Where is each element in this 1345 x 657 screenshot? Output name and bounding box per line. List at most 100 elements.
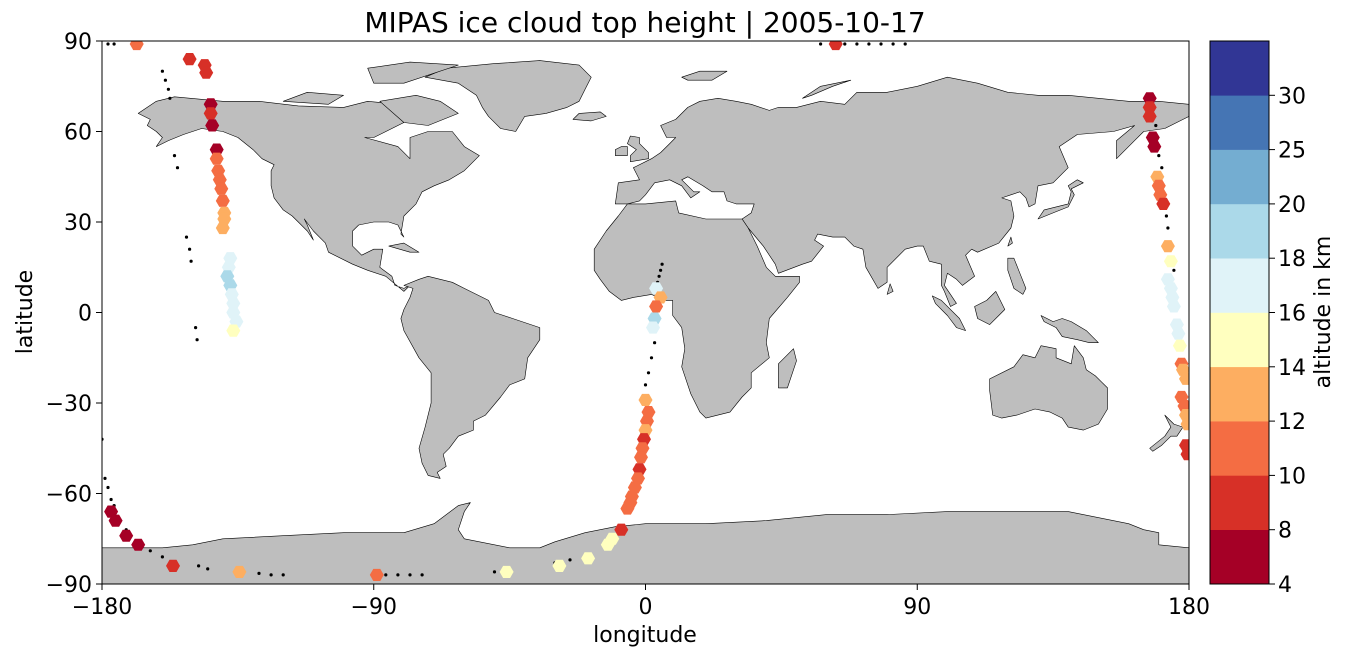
track-dot: [160, 555, 164, 559]
cloud-top-point: [1180, 448, 1189, 461]
cloud-top-point: [226, 324, 241, 337]
cloud-top-point: [182, 53, 197, 66]
track-dot: [843, 42, 847, 46]
track-dot: [166, 87, 170, 91]
x-tick-label: −180: [72, 595, 132, 620]
cloud-top-point: [581, 552, 596, 565]
cloud-top-point: [634, 451, 648, 464]
colorbar-tick-label: 16: [1278, 302, 1306, 327]
cloud-top-point: [203, 107, 218, 120]
y-tick-label: 30: [64, 211, 92, 236]
colorbar-tick-label: 12: [1278, 410, 1306, 435]
cloud-top-point: [1166, 300, 1181, 313]
colorbar-title: altitude in km: [1311, 236, 1336, 389]
track-dot: [1172, 268, 1176, 272]
colorbar: 4 8 10 12 14 16 18 20 25 30: [1209, 40, 1306, 598]
cloud-top-point: [828, 41, 843, 51]
land-taiwan: [1007, 236, 1013, 247]
map-plot-area: [101, 40, 1190, 585]
cloud-top-point: [199, 66, 214, 79]
track-dot: [195, 338, 199, 342]
cloud-top-point: [638, 393, 653, 406]
colorbar-band: [1210, 149, 1269, 205]
colorbar-tick-label: 8: [1278, 519, 1292, 544]
x-tick-label: 90: [903, 595, 931, 620]
colorbar-band: [1210, 421, 1269, 476]
land-greenland: [424, 60, 592, 132]
cloud-top-point: [129, 41, 144, 51]
cloud-top-point: [119, 529, 134, 542]
cloud-top-point: [646, 321, 660, 334]
track-dot: [163, 78, 167, 82]
cloud-top-point: [1163, 255, 1178, 268]
track-dot: [420, 573, 424, 577]
track-dot: [646, 371, 651, 375]
land-cuba: [388, 242, 420, 253]
chart-title: MIPAS ice cloud top height | 2005-10-17: [364, 6, 925, 39]
cloud-top-point: [627, 481, 642, 494]
y-tick-label: 60: [64, 121, 92, 146]
colorbar-tick-label: 30: [1278, 84, 1306, 109]
y-tick-label: −30: [46, 392, 92, 417]
colorbar-tick-label: 18: [1278, 247, 1306, 272]
cloud-top-point: [499, 565, 514, 578]
y-axis-title: latitude: [13, 270, 38, 354]
cloud-top-point: [1160, 240, 1175, 253]
track-dot: [103, 476, 107, 480]
track-dot: [1154, 123, 1158, 128]
cloud-top-point: [1180, 418, 1189, 431]
track-dot: [1157, 154, 1161, 158]
land-masses: [102, 60, 1189, 584]
cloud-top-point: [232, 565, 247, 578]
x-tick-label: 0: [639, 595, 653, 620]
land-svalbard: [681, 70, 728, 81]
track-dot: [281, 573, 285, 577]
y-tick-label: 0: [78, 302, 92, 327]
land-eurasia: [614, 76, 1189, 307]
cloud-top-point: [166, 559, 180, 572]
track-dot: [819, 42, 823, 46]
x-tick-label: 180: [1168, 595, 1210, 620]
colorbar-band: [1210, 366, 1269, 422]
y-tick-label: 90: [64, 30, 92, 55]
land-sumatra: [931, 295, 966, 331]
land-borneo: [974, 291, 1006, 325]
track-dot: [903, 42, 907, 46]
cloud-top-point: [212, 173, 227, 186]
land-baffin-island: [379, 95, 459, 126]
colorbar-tick-label: 25: [1278, 139, 1306, 164]
cloud-top-point: [215, 194, 230, 207]
colorbar-tick-label: 14: [1278, 356, 1306, 381]
colorbar-band: [1210, 258, 1269, 313]
track-dot: [1164, 214, 1168, 218]
land-madagascar: [778, 348, 797, 389]
land-australia: [989, 345, 1108, 431]
track-dot: [269, 573, 273, 577]
track-dot: [168, 96, 172, 100]
colorbar-band: [1210, 203, 1269, 259]
track-dot: [206, 567, 210, 571]
land-iceland: [572, 111, 607, 122]
land-sri-lanka: [886, 283, 894, 295]
cloud-top-point: [205, 119, 220, 132]
land-ellesmere-island: [367, 61, 459, 84]
x-axis-ticks: −180 −90 0 90 180: [72, 584, 1210, 620]
cloud-top-point: [614, 523, 629, 536]
track-dot: [184, 235, 189, 239]
track-dot: [657, 274, 661, 278]
colorbar-band: [1210, 95, 1269, 150]
track-dot: [659, 268, 663, 272]
cloud-top-point: [1142, 101, 1157, 114]
y-axis-ticks: −90 −60 −30 0 30 60 90: [46, 30, 102, 598]
track-dot: [660, 262, 664, 266]
track-dot: [891, 42, 895, 46]
track-dot: [492, 570, 497, 574]
cloud-top-point: [620, 502, 635, 515]
track-dot: [175, 166, 180, 170]
cloud-top-point: [1171, 327, 1186, 340]
track-dot: [106, 42, 110, 46]
land-novaya-zemlya: [802, 79, 852, 99]
track-dot: [197, 564, 201, 568]
cloud-top-point: [649, 282, 664, 295]
track-dot: [112, 42, 116, 46]
